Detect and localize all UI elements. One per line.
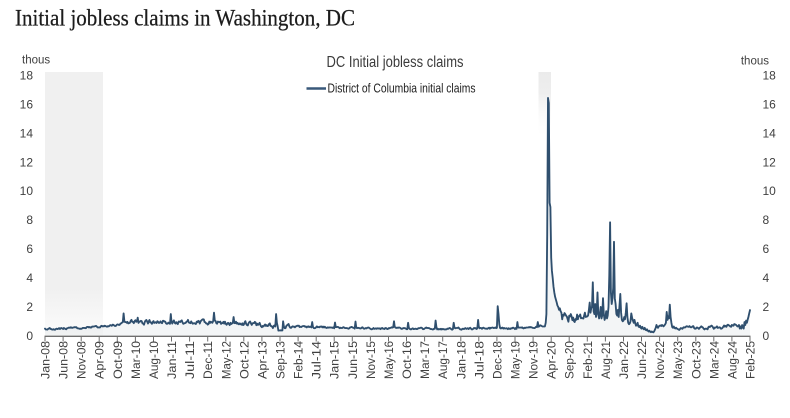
svg-text:Dec-18: Dec-18 — [492, 341, 504, 379]
svg-text:2: 2 — [26, 300, 33, 314]
svg-text:thous: thous — [741, 56, 769, 68]
svg-text:Apr-09: Apr-09 — [95, 341, 107, 379]
svg-text:May-23: May-23 — [673, 341, 685, 379]
svg-text:Mar-17: Mar-17 — [420, 341, 432, 379]
svg-text:DC Initial jobless claims: DC Initial jobless claims — [327, 54, 464, 71]
svg-text:Jan-08: Jan-08 — [41, 341, 53, 379]
svg-text:10: 10 — [20, 184, 34, 198]
svg-text:16: 16 — [763, 97, 777, 111]
svg-text:Mar-24: Mar-24 — [709, 340, 721, 379]
svg-text:6: 6 — [763, 242, 770, 256]
svg-text:0: 0 — [763, 329, 770, 343]
svg-text:18: 18 — [20, 69, 34, 83]
svg-text:4: 4 — [763, 271, 770, 285]
svg-text:Aug-10: Aug-10 — [149, 341, 161, 379]
svg-text:Dec-11: Dec-11 — [203, 341, 215, 379]
svg-text:10: 10 — [763, 184, 777, 198]
svg-text:8: 8 — [763, 213, 770, 227]
svg-text:Feb-25: Feb-25 — [746, 341, 758, 379]
svg-text:Nov-22: Nov-22 — [655, 341, 667, 379]
svg-text:Nov-08: Nov-08 — [77, 341, 89, 379]
svg-text:Jan-15: Jan-15 — [330, 341, 342, 379]
svg-text:Aug-21: Aug-21 — [601, 341, 613, 379]
svg-text:8: 8 — [26, 213, 33, 227]
svg-text:0: 0 — [26, 329, 33, 343]
svg-text:14: 14 — [20, 126, 34, 140]
svg-text:May-16: May-16 — [384, 341, 396, 379]
svg-text:14: 14 — [763, 126, 777, 140]
svg-text:Jul-11: Jul-11 — [185, 341, 197, 379]
svg-text:Oct-12: Oct-12 — [239, 341, 251, 379]
svg-text:Nov-19: Nov-19 — [529, 341, 541, 379]
svg-text:Feb-14: Feb-14 — [294, 340, 306, 379]
svg-text:Jul-14: Jul-14 — [312, 340, 324, 379]
svg-text:District of Columbia initial c: District of Columbia initial claims — [328, 82, 476, 96]
svg-text:Sep-13: Sep-13 — [276, 341, 288, 379]
svg-text:Jun-15: Jun-15 — [348, 341, 360, 379]
svg-text:Aug-24: Aug-24 — [727, 340, 739, 379]
svg-text:Jan-11: Jan-11 — [167, 341, 179, 379]
svg-text:16: 16 — [20, 97, 34, 111]
svg-text:Oct-16: Oct-16 — [402, 341, 414, 379]
svg-text:Apr-20: Apr-20 — [547, 341, 559, 379]
svg-text:thous: thous — [22, 55, 50, 67]
svg-text:Oct-23: Oct-23 — [691, 341, 703, 379]
svg-text:Oct-09: Oct-09 — [113, 341, 125, 379]
svg-text:Feb-21: Feb-21 — [583, 341, 595, 379]
svg-text:Jan-22: Jan-22 — [619, 341, 631, 379]
svg-text:Aug-17: Aug-17 — [438, 341, 450, 379]
svg-text:May-12: May-12 — [221, 341, 233, 379]
svg-text:Initial jobless claims in Wash: Initial jobless claims in Washington, DC — [15, 6, 355, 31]
svg-text:Mar-10: Mar-10 — [131, 341, 143, 379]
svg-text:Sep-20: Sep-20 — [565, 341, 577, 379]
svg-text:12: 12 — [763, 155, 777, 169]
svg-text:May-19: May-19 — [511, 341, 523, 379]
svg-text:Jun-08: Jun-08 — [59, 341, 71, 379]
svg-text:Jul-18: Jul-18 — [474, 341, 486, 379]
svg-text:Nov-15: Nov-15 — [366, 341, 378, 379]
svg-text:2: 2 — [763, 300, 770, 314]
svg-text:18: 18 — [763, 69, 777, 83]
svg-text:6: 6 — [26, 242, 33, 256]
svg-text:Apr-13: Apr-13 — [257, 341, 269, 379]
svg-text:4: 4 — [26, 271, 33, 285]
svg-text:12: 12 — [20, 155, 34, 169]
svg-text:Jan-18: Jan-18 — [456, 341, 468, 379]
svg-text:Jun-22: Jun-22 — [637, 341, 649, 379]
